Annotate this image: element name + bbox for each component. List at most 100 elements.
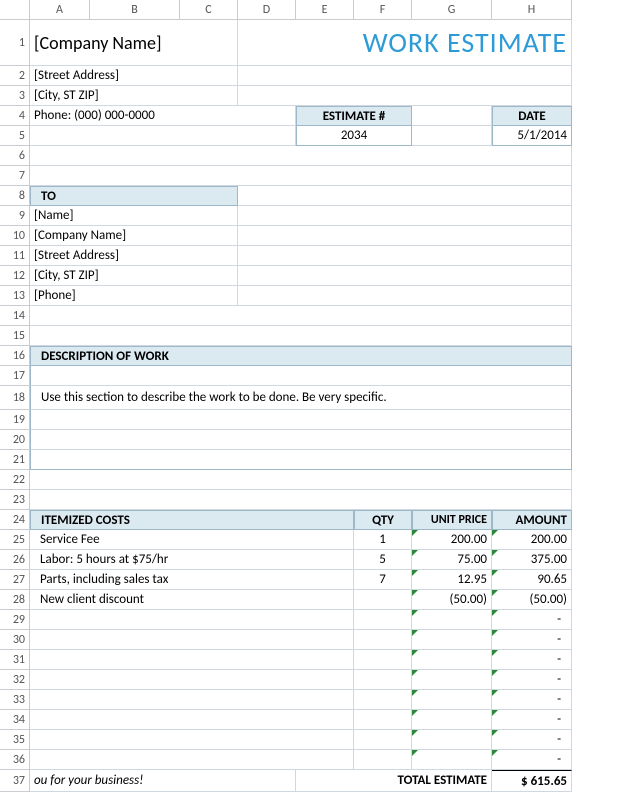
col-D[interactable]: D (238, 0, 296, 20)
cell[interactable] (30, 610, 354, 630)
cell[interactable] (412, 106, 492, 126)
item-price[interactable]: 75.00 (412, 550, 492, 570)
item-desc[interactable]: New client discount (30, 590, 354, 610)
row-9[interactable]: 9 (0, 206, 30, 226)
to-label[interactable]: TO (30, 186, 238, 206)
cell[interactable] (30, 430, 572, 450)
row-25[interactable]: 25 (0, 530, 30, 550)
row-3[interactable]: 3 (0, 86, 30, 106)
item-price[interactable]: 200.00 (412, 530, 492, 550)
row-17[interactable]: 17 (0, 366, 30, 386)
row-5[interactable]: 5 (0, 126, 30, 146)
cell[interactable] (354, 710, 412, 730)
item-qty[interactable]: 1 (354, 530, 412, 550)
item-price[interactable]: 12.95 (412, 570, 492, 590)
phone[interactable]: Phone: (000) 000-0000 (30, 106, 296, 126)
cell[interactable] (354, 610, 412, 630)
item-amount[interactable]: (50.00) (492, 590, 572, 610)
cell[interactable] (238, 226, 572, 246)
cell[interactable] (30, 410, 572, 430)
row-19[interactable]: 19 (0, 410, 30, 430)
spreadsheet-grid[interactable]: A B C D E F G H 1 [Company Name] WORK ES… (0, 0, 620, 792)
row-29[interactable]: 29 (0, 610, 30, 630)
row-11[interactable]: 11 (0, 246, 30, 266)
cell[interactable] (30, 126, 296, 146)
cell[interactable] (238, 266, 572, 286)
cell[interactable] (30, 326, 572, 346)
item-qty[interactable]: 7 (354, 570, 412, 590)
row-15[interactable]: 15 (0, 326, 30, 346)
col-C[interactable]: C (180, 0, 238, 20)
item-amount[interactable]: 375.00 (492, 550, 572, 570)
cell[interactable] (238, 286, 572, 306)
cell[interactable] (238, 206, 572, 226)
to-city[interactable]: [City, ST ZIP] (30, 266, 238, 286)
to-street[interactable]: [Street Address] (30, 246, 238, 266)
thanks[interactable]: ou for your business! (30, 770, 296, 792)
cell[interactable] (354, 630, 412, 650)
cell[interactable] (30, 450, 572, 470)
cell[interactable] (354, 670, 412, 690)
cell[interactable] (30, 470, 572, 490)
row-13[interactable]: 13 (0, 286, 30, 306)
row-12[interactable]: 12 (0, 266, 30, 286)
cell[interactable] (354, 690, 412, 710)
cell[interactable] (30, 670, 354, 690)
cell[interactable] (354, 730, 412, 750)
total-label[interactable]: TOTAL ESTIMATE (296, 770, 492, 792)
item-amount[interactable]: - (492, 610, 572, 630)
item-amount[interactable]: - (492, 630, 572, 650)
cell[interactable] (30, 146, 572, 166)
estimate-label[interactable]: ESTIMATE # (296, 106, 412, 126)
row-18[interactable]: 18 (0, 386, 30, 410)
row-22[interactable]: 22 (0, 470, 30, 490)
row-21[interactable]: 21 (0, 450, 30, 470)
col-A[interactable]: A (30, 0, 90, 20)
col-H[interactable]: H (492, 0, 572, 20)
cell[interactable] (30, 366, 572, 386)
row-7[interactable]: 7 (0, 166, 30, 186)
to-company[interactable]: [Company Name] (30, 226, 238, 246)
row-8[interactable]: 8 (0, 186, 30, 206)
col-F[interactable]: F (354, 0, 412, 20)
date-label[interactable]: DATE (492, 106, 572, 126)
to-name[interactable]: [Name] (30, 206, 238, 226)
street[interactable]: [Street Address] (30, 66, 238, 86)
cell[interactable] (412, 750, 492, 770)
row-30[interactable]: 30 (0, 630, 30, 650)
cell[interactable] (412, 126, 492, 146)
cell[interactable] (412, 630, 492, 650)
item-desc[interactable]: Labor: 5 hours at $75/hr (30, 550, 354, 570)
cell[interactable] (412, 690, 492, 710)
row-10[interactable]: 10 (0, 226, 30, 246)
item-qty[interactable]: 5 (354, 550, 412, 570)
company-name[interactable]: [Company Name] (30, 20, 238, 66)
date-value[interactable]: 5/1/2014 (492, 126, 572, 146)
item-amount[interactable]: 90.65 (492, 570, 572, 590)
cell[interactable] (354, 750, 412, 770)
items-label[interactable]: ITEMIZED COSTS (30, 510, 354, 530)
cell[interactable] (412, 650, 492, 670)
cell[interactable] (412, 670, 492, 690)
row-35[interactable]: 35 (0, 730, 30, 750)
row-4[interactable]: 4 (0, 106, 30, 126)
item-qty[interactable] (354, 590, 412, 610)
item-amount[interactable]: - (492, 670, 572, 690)
cell[interactable] (238, 186, 572, 206)
cell[interactable] (238, 246, 572, 266)
col-price[interactable]: UNIT PRICE (412, 510, 492, 530)
row-14[interactable]: 14 (0, 306, 30, 326)
item-amount[interactable]: - (492, 690, 572, 710)
cell[interactable] (238, 66, 572, 86)
col-G[interactable]: G (412, 0, 492, 20)
cell[interactable] (412, 710, 492, 730)
item-price[interactable]: (50.00) (412, 590, 492, 610)
row-2[interactable]: 2 (0, 66, 30, 86)
row-28[interactable]: 28 (0, 590, 30, 610)
cell[interactable] (30, 750, 354, 770)
desc-label[interactable]: DESCRIPTION OF WORK (30, 346, 572, 366)
col-amount[interactable]: AMOUNT (492, 510, 572, 530)
row-6[interactable]: 6 (0, 146, 30, 166)
row-16[interactable]: 16 (0, 346, 30, 366)
col-qty[interactable]: QTY (354, 510, 412, 530)
